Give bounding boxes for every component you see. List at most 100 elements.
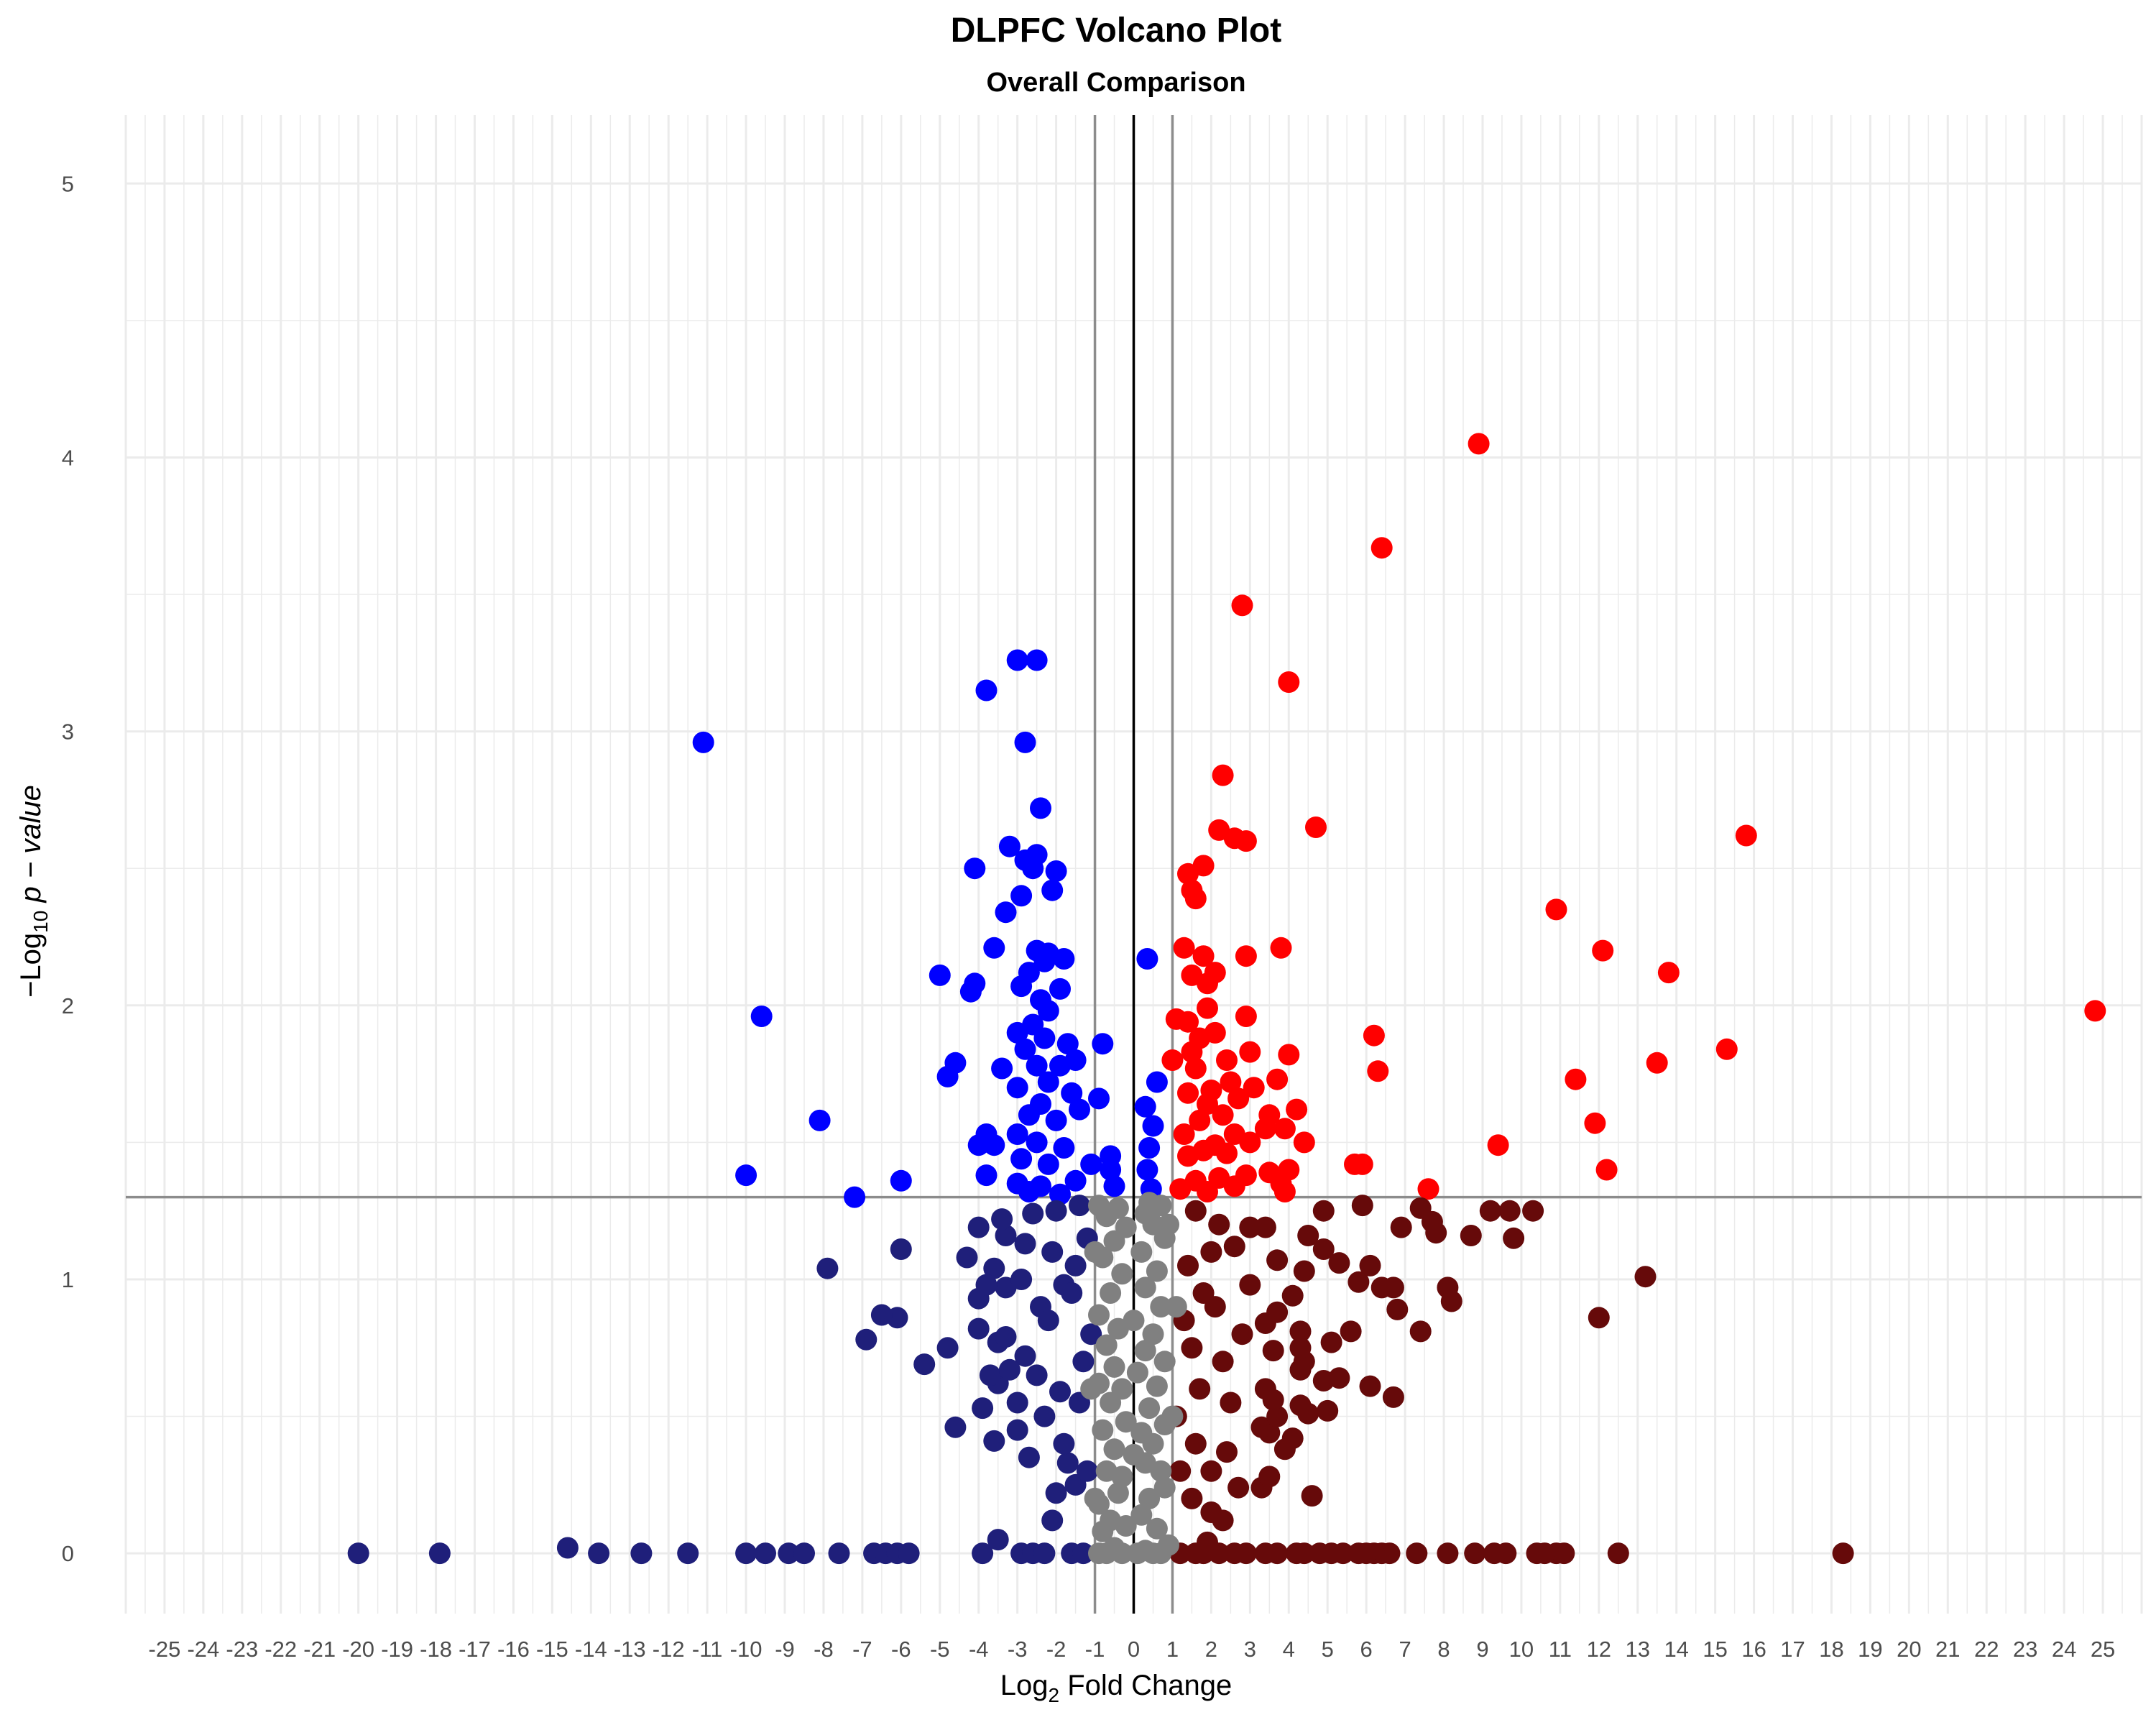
data-point	[1018, 1181, 1040, 1202]
data-point	[967, 1134, 990, 1156]
x-tick-label: 12	[1587, 1637, 1611, 1662]
data-point	[1197, 997, 1218, 1019]
data-point	[1258, 1466, 1281, 1488]
data-point	[936, 1065, 959, 1087]
data-point	[1014, 1038, 1036, 1060]
chart-title: DLPFC Volcano Plot	[951, 12, 1281, 50]
data-point	[991, 1057, 1013, 1080]
x-tick-label: 9	[1476, 1637, 1488, 1662]
data-point	[956, 1246, 978, 1269]
data-point	[692, 731, 714, 753]
data-point	[983, 1257, 1005, 1279]
data-point	[1006, 1419, 1028, 1441]
data-point	[1409, 1320, 1432, 1343]
data-point	[1072, 1542, 1095, 1565]
data-point	[1278, 671, 1300, 693]
data-point	[1184, 1200, 1207, 1222]
x-tick-label: -16	[497, 1637, 530, 1662]
data-point	[964, 857, 986, 880]
data-point	[1390, 1216, 1412, 1238]
data-point	[1064, 1169, 1087, 1192]
data-point	[967, 1216, 990, 1238]
data-point	[1006, 649, 1028, 671]
data-point	[1301, 1485, 1323, 1507]
data-point	[1607, 1542, 1629, 1565]
data-point	[1293, 1260, 1315, 1282]
x-tick-label: 10	[1509, 1637, 1534, 1662]
data-point	[1483, 1542, 1506, 1565]
data-point	[1317, 1399, 1339, 1422]
data-point	[913, 1353, 936, 1376]
data-point	[1123, 1310, 1145, 1332]
x-tick-label: 19	[1858, 1637, 1882, 1662]
data-point	[1216, 1049, 1238, 1071]
data-point	[1289, 1337, 1312, 1359]
data-point	[1192, 1282, 1215, 1304]
data-point	[1033, 1405, 1056, 1427]
data-point	[1138, 1137, 1161, 1159]
x-tick-label: -20	[342, 1637, 374, 1662]
data-point	[1084, 1487, 1106, 1509]
data-point	[1231, 1323, 1253, 1346]
x-tick-label: 23	[2013, 1637, 2037, 1662]
data-point	[1072, 1351, 1095, 1373]
data-point	[1022, 1202, 1044, 1225]
x-tick-label: 1	[1166, 1637, 1179, 1662]
data-point	[1588, 1307, 1610, 1329]
data-point	[844, 1186, 866, 1208]
x-tick-labels: -25 -24 -23 -22 -21 -20 -19 -18 -17 -16 -15 -14 -13-…	[149, 1637, 2116, 1662]
data-point	[1437, 1276, 1459, 1299]
data-point	[1220, 1392, 1242, 1414]
data-point	[1266, 1068, 1289, 1090]
data-point	[1006, 1077, 1028, 1099]
y-tick-labels: 0 1 2 3 4 5	[62, 171, 74, 1566]
data-point	[1037, 1071, 1059, 1093]
data-point	[1014, 731, 1036, 753]
data-point	[1239, 1216, 1261, 1238]
data-point	[1107, 1197, 1129, 1219]
x-tick-label: 5	[1322, 1637, 1334, 1662]
data-point	[1115, 1515, 1137, 1537]
data-point	[1142, 1323, 1164, 1346]
data-point	[1565, 1068, 1587, 1090]
data-point	[1468, 433, 1490, 455]
data-point	[1223, 1175, 1245, 1197]
x-tick-label: 0	[1128, 1637, 1140, 1662]
data-point	[1026, 649, 1048, 671]
data-point	[1056, 1452, 1079, 1474]
data-point	[1417, 1178, 1439, 1200]
data-point	[991, 1208, 1013, 1230]
data-point	[1053, 1432, 1075, 1455]
data-point	[1095, 1334, 1118, 1356]
data-point	[995, 1326, 1017, 1348]
x-tick-label: 15	[1703, 1637, 1727, 1662]
x-tick-label: 25	[2091, 1637, 2115, 1662]
data-point	[1382, 1386, 1404, 1408]
x-tick-label: -21	[303, 1637, 336, 1662]
x-tick-label: -10	[730, 1637, 763, 1662]
data-point	[1437, 1542, 1459, 1565]
y-tick-label: 5	[62, 171, 74, 196]
data-point	[1212, 1351, 1234, 1373]
data-point	[1006, 1392, 1028, 1414]
data-point	[1235, 1006, 1257, 1027]
data-point	[1197, 1181, 1218, 1202]
data-point	[1595, 1159, 1618, 1181]
data-point	[630, 1542, 653, 1565]
data-point	[1216, 1441, 1238, 1463]
data-point	[1634, 1266, 1657, 1288]
data-point	[1049, 978, 1071, 1000]
data-point	[1270, 937, 1292, 959]
x-tick-label: 21	[1935, 1637, 1960, 1662]
x-tick-label: 20	[1897, 1637, 1921, 1662]
data-point	[1386, 1298, 1409, 1320]
data-point	[1359, 1254, 1381, 1276]
data-point	[1235, 945, 1257, 967]
chart-subtitle: Overall Comparison	[986, 68, 1245, 98]
data-point	[1045, 860, 1067, 882]
data-point	[1592, 939, 1614, 962]
x-tick-label: 22	[1974, 1637, 1999, 1662]
data-point	[1177, 1082, 1199, 1104]
data-point	[936, 1337, 959, 1359]
